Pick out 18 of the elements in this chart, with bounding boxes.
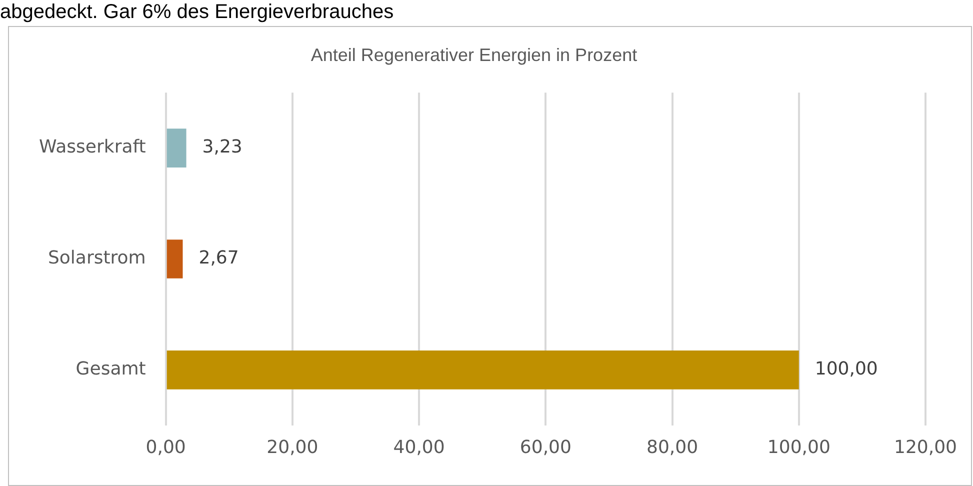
x-tick-label: 100,00 [767, 436, 830, 458]
data-label: 100,00 [814, 358, 878, 380]
y-tick-label: Solarstrom [48, 248, 146, 269]
y-tick-label: Wasserkraft [38, 136, 146, 158]
text: abgedeckt. Gar 6% des Energieverbrauches [0, 0, 394, 24]
data-label: 3,23 [202, 136, 242, 158]
x-tick-label: 60,00 [520, 436, 572, 458]
chart-title: Anteil Regenerativer Energien in Prozent [310, 44, 638, 65]
x-tick-label: 0,00 [146, 436, 186, 458]
bar [166, 240, 183, 278]
bar [166, 350, 799, 390]
x-tick-label: 20,00 [266, 436, 318, 458]
data-label: 2,67 [198, 248, 239, 269]
y-tick-label: Gesamt [76, 358, 146, 380]
x-tick-label: 40,00 [393, 436, 445, 458]
bar [166, 128, 186, 168]
x-tick-label: 120,00 [894, 436, 957, 458]
x-tick-label: 80,00 [646, 436, 698, 458]
